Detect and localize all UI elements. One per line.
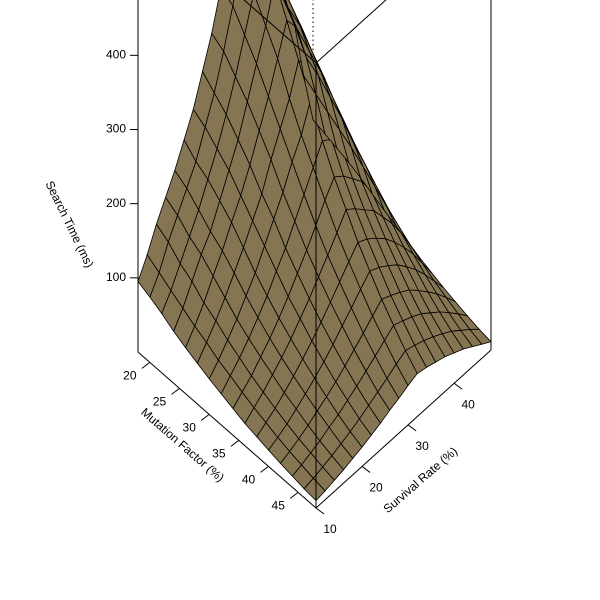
x-tick-label: 20 [369,481,383,495]
z-axis-title: Search Time (ms) [43,179,97,270]
y-tick-label: 35 [212,447,226,461]
x-tick [407,424,417,432]
y-tick-label: 40 [242,473,256,487]
surface-facet [232,0,253,36]
box-edge-bottom-left [137,351,317,509]
x-tick-label: 30 [415,439,429,453]
surface-facet [303,75,326,135]
x-tick [361,466,371,473]
x-axis-title: Survival Rate (%) [381,444,461,516]
x-tick [453,382,463,390]
y-tick-label: 25 [153,395,167,409]
x-tick [315,507,325,515]
y-tick-label: 20 [123,369,137,383]
y-tick [260,465,269,473]
y-axis-title: Mutation Factor (%) [138,405,227,485]
y-tick [171,387,180,395]
surface-facet [228,0,235,7]
y-tick [230,439,240,447]
z-tick-label: 100 [106,270,126,284]
y-tick [200,413,210,421]
z-tick-label: 400 [106,48,126,62]
x-tick-label: 10 [323,522,337,536]
y-tick-label: 45 [272,499,286,513]
z-tick-label: 300 [106,122,126,136]
y-tick-label: 30 [183,421,197,435]
box-edge-top-right [315,0,387,64]
y-tick [141,361,151,369]
surface-facet [255,0,272,27]
x-tick-label: 40 [461,397,475,411]
y-tick [289,491,299,499]
axes: 10020030040050060020253035404510203040 [106,48,475,537]
z-tick-label: 200 [106,196,126,210]
box-edge-bottom-right [315,349,492,509]
box-edge-top-left [243,0,317,64]
surface-mesh [137,0,492,502]
